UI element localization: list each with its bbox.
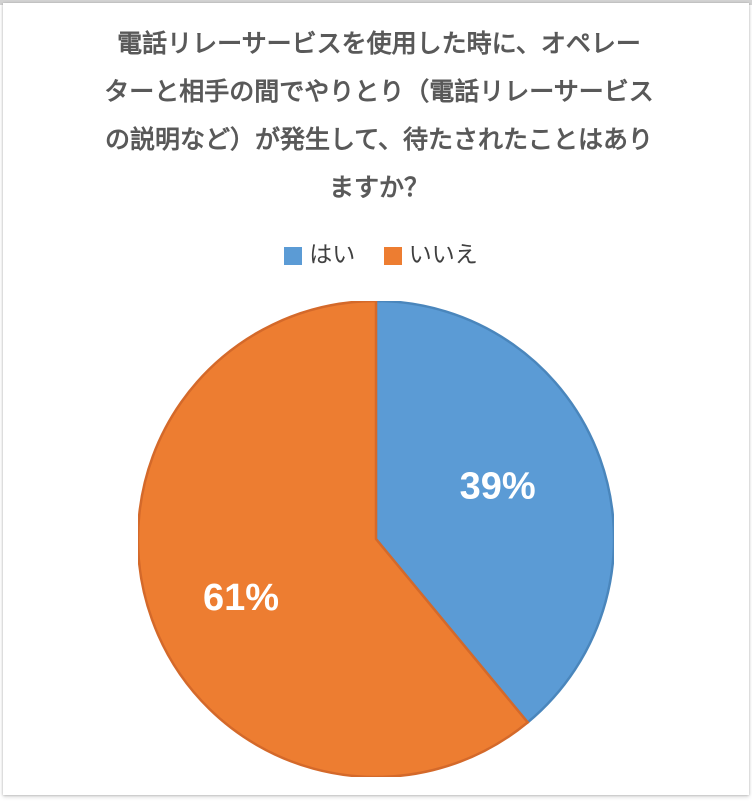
svg-text:39%: 39% — [460, 466, 536, 508]
svg-text:61%: 61% — [203, 577, 279, 619]
